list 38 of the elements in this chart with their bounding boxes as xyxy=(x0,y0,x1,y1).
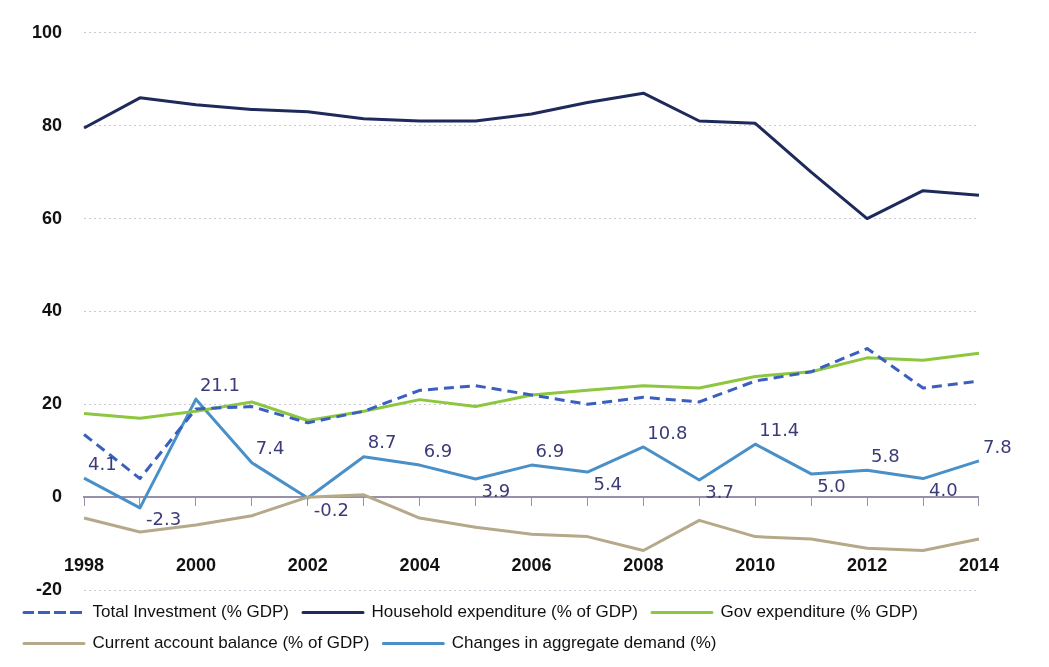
data-label: 4.0 xyxy=(929,479,958,501)
legend-label: Current account balance (% of GDP) xyxy=(92,633,370,653)
y-tick-label: 40 xyxy=(42,300,63,321)
x-tick-label: 2014 xyxy=(958,554,999,575)
x-tick-label: 2012 xyxy=(847,554,888,575)
x-tick-label: 2010 xyxy=(735,554,776,575)
x-tick-label: 1998 xyxy=(64,554,105,575)
data-label: 21.1 xyxy=(199,373,240,395)
y-tick-label: -20 xyxy=(36,578,63,599)
data-label: 4.1 xyxy=(88,452,117,474)
data-label: 7.8 xyxy=(982,435,1012,457)
data-label: 11.4 xyxy=(759,418,800,440)
data-label: 5.0 xyxy=(817,474,846,496)
data-label: 5.8 xyxy=(871,444,900,466)
x-tick-label: 2000 xyxy=(175,554,216,575)
x-tick-label: 2008 xyxy=(623,554,664,575)
data-label: 6.9 xyxy=(423,439,453,461)
data-label: 5.4 xyxy=(593,472,623,494)
legend-label: Household expenditure (% of GDP) xyxy=(371,602,638,622)
y-tick-label: 80 xyxy=(42,114,63,135)
data-label: -2.3 xyxy=(145,508,182,530)
data-label: 3.7 xyxy=(705,480,734,502)
y-tick-label: 20 xyxy=(42,393,63,414)
data-label: 8.7 xyxy=(367,431,397,453)
legend-label: Changes in aggregate demand (%) xyxy=(451,633,717,653)
data-label: 3.9 xyxy=(481,479,511,501)
y-tick-label: 0 xyxy=(52,486,63,507)
x-tick-label: 2004 xyxy=(399,554,440,575)
y-tick-label: 100 xyxy=(31,21,63,42)
x-tick-label: 2006 xyxy=(511,554,552,575)
legend-label: Total Investment (% GDP) xyxy=(92,602,290,622)
data-label: 6.9 xyxy=(535,439,565,461)
data-label: 10.8 xyxy=(647,421,688,443)
data-label: -0.2 xyxy=(313,498,349,520)
x-tick-label: 2002 xyxy=(287,554,328,575)
data-label: 7.4 xyxy=(255,437,285,459)
y-tick-label: 60 xyxy=(42,207,63,228)
legend-label: Gov expenditure (% GDP) xyxy=(720,602,918,622)
